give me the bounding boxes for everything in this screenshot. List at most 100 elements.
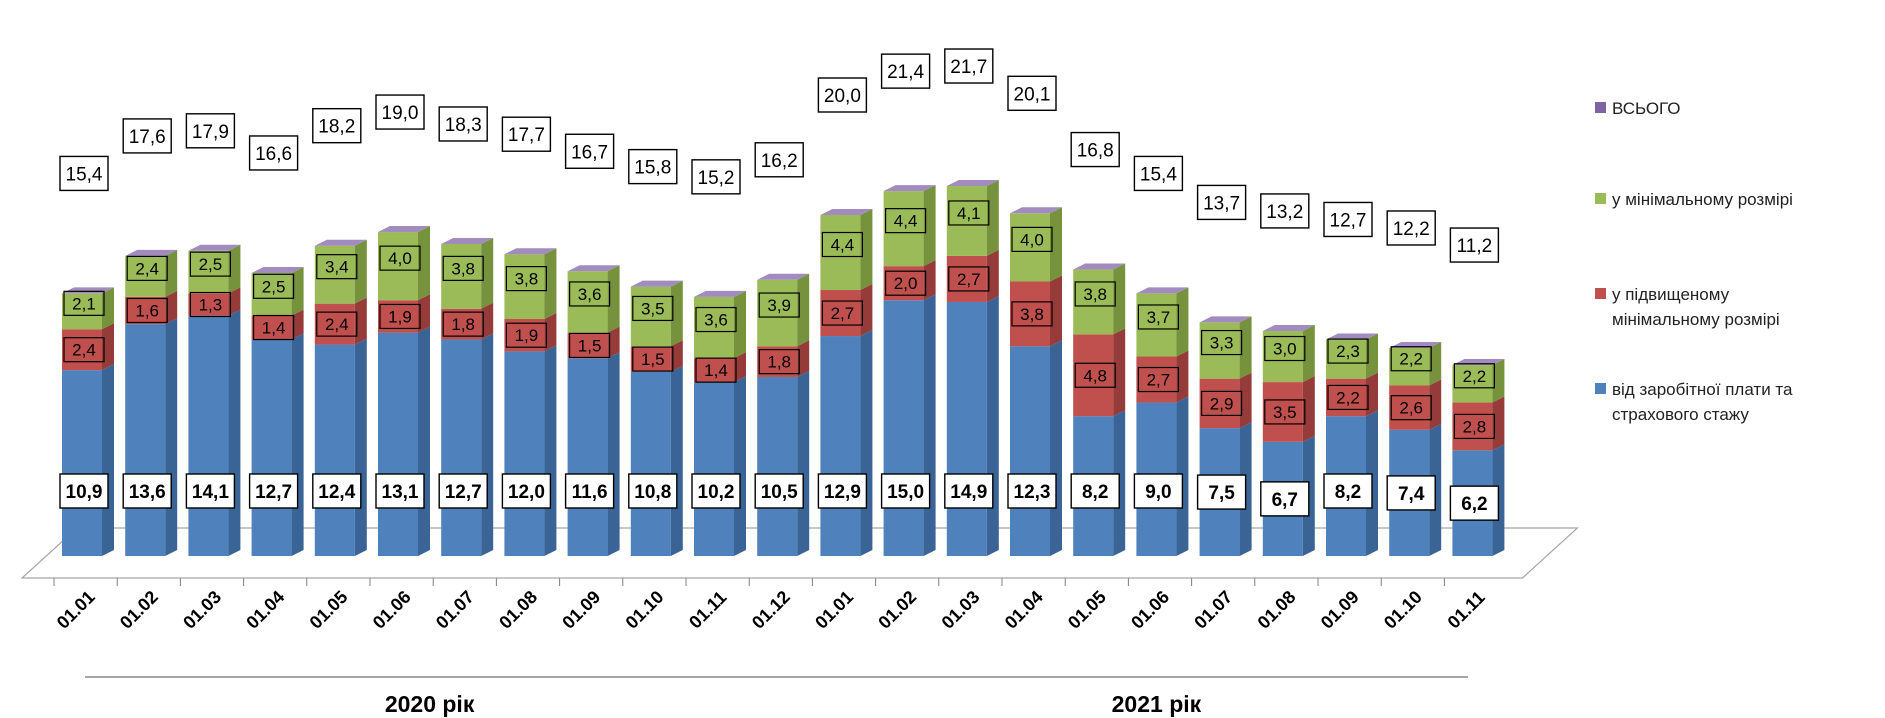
bar-top-face — [946, 180, 999, 187]
data-label: 1,9 — [379, 303, 421, 330]
bar-segment-side — [418, 326, 430, 556]
data-label-box — [880, 473, 931, 509]
data-label-box — [1323, 201, 1373, 238]
data-label: 17,6 — [122, 118, 172, 154]
data-label-text: 12,7 — [1330, 210, 1367, 231]
data-label: 2,9 — [1200, 390, 1243, 417]
data-label-box — [948, 266, 990, 292]
bar-segment — [314, 344, 355, 556]
bar-segment — [1136, 293, 1177, 357]
legend-label: страхового стажу — [1612, 405, 1749, 424]
chart-bars — [62, 180, 1505, 556]
data-label: 1,4 — [253, 314, 295, 341]
bar-segment — [757, 346, 798, 377]
data-label-text: 3,8 — [515, 270, 539, 289]
bar-segment-side — [860, 330, 873, 556]
bar-segment-side — [1239, 316, 1252, 379]
data-label-text: 10,2 — [698, 482, 735, 503]
data-label-text: 14,9 — [950, 482, 987, 503]
bar-top-face — [1136, 287, 1189, 294]
data-label-text: 4,4 — [831, 236, 855, 255]
bar-segment-side — [1176, 287, 1189, 357]
data-label-text: 2,4 — [325, 315, 349, 334]
data-label-box — [253, 314, 295, 341]
data-label-box — [1260, 481, 1310, 517]
data-label: 12,0 — [501, 473, 552, 509]
bar-segment-side — [670, 340, 683, 372]
data-label-box — [185, 473, 236, 509]
data-label-text: 12,0 — [508, 482, 545, 503]
data-label-box — [442, 255, 484, 281]
data-label: 1,5 — [632, 346, 674, 372]
bar-segment — [314, 245, 355, 304]
data-label: 2,1 — [63, 290, 105, 316]
data-label-text: 4,8 — [1083, 366, 1107, 385]
x-tick-label: 01.03 — [938, 587, 984, 633]
data-label-text: 2,6 — [1399, 399, 1423, 418]
data-label-box — [316, 254, 358, 280]
bar-stack — [251, 266, 304, 556]
data-label-box — [1133, 155, 1184, 192]
data-label-text: 19,0 — [382, 103, 419, 124]
bar-segment-side — [923, 294, 936, 556]
bar-segment — [1136, 356, 1177, 403]
data-label-text: 3,7 — [1147, 308, 1171, 327]
bar-segment — [820, 336, 861, 556]
bar-top-face — [1326, 333, 1378, 340]
data-label-text: 16,2 — [761, 151, 798, 172]
data-label-box — [1074, 362, 1116, 388]
bar-segment — [630, 346, 671, 372]
data-label-text: 17,9 — [192, 122, 229, 143]
data-label: 14,1 — [185, 473, 236, 509]
bar-segment-side — [102, 323, 114, 371]
data-label-box — [754, 473, 804, 509]
data-label: 10,9 — [59, 473, 109, 509]
data-label-box — [1074, 281, 1116, 307]
bar-segment-side — [797, 370, 810, 556]
data-label-text: 12,4 — [318, 482, 355, 503]
bar-segment-side — [544, 313, 557, 352]
data-label: 1,9 — [505, 322, 547, 348]
bar-segment — [378, 332, 418, 556]
data-label-text: 16,7 — [571, 142, 608, 163]
data-label-text: 1,3 — [199, 296, 223, 315]
data-label-text: 3,8 — [1020, 305, 1044, 324]
bar-segment-side — [1492, 396, 1505, 451]
data-label-box — [312, 473, 362, 509]
bar-top-face — [378, 226, 430, 233]
x-tick-label: 01.09 — [1317, 587, 1363, 633]
bar-stack — [567, 265, 620, 556]
data-label: 13,7 — [1196, 184, 1247, 221]
data-label-text: 12,7 — [445, 482, 482, 503]
data-label-text: 6,7 — [1272, 490, 1298, 511]
bar-segment — [441, 243, 482, 309]
data-label-text: 3,3 — [1210, 334, 1234, 353]
data-label-box — [1323, 473, 1373, 509]
data-label-box — [632, 295, 674, 322]
data-label-text: 21,7 — [950, 57, 987, 78]
legend-swatch — [1595, 288, 1606, 299]
bar-segment — [188, 250, 229, 294]
bar-segment-side — [670, 365, 683, 556]
data-label: 12,4 — [312, 473, 362, 509]
bar-segment-side — [1492, 359, 1505, 403]
data-label-box — [505, 322, 547, 348]
data-label-text: 2,2 — [1399, 350, 1423, 369]
data-label-text: 12,7 — [255, 482, 292, 503]
bar-segment-side — [1113, 263, 1126, 335]
bar-segment — [1010, 281, 1050, 347]
bar-segment — [188, 293, 229, 316]
data-label-text: 4,0 — [1020, 230, 1044, 249]
data-label: 8,2 — [1070, 473, 1120, 509]
data-label-box — [501, 473, 552, 509]
data-label: 2,4 — [316, 311, 358, 337]
data-label-text: 7,4 — [1398, 484, 1425, 505]
bar-segment — [504, 351, 545, 556]
bar-stack — [1073, 263, 1126, 556]
legend-swatch — [1595, 193, 1606, 204]
bar-segment-side — [228, 309, 241, 556]
data-label-box — [628, 473, 678, 509]
bar-segment — [820, 290, 861, 337]
bar-segment — [251, 315, 292, 340]
data-label-box — [1264, 335, 1306, 362]
